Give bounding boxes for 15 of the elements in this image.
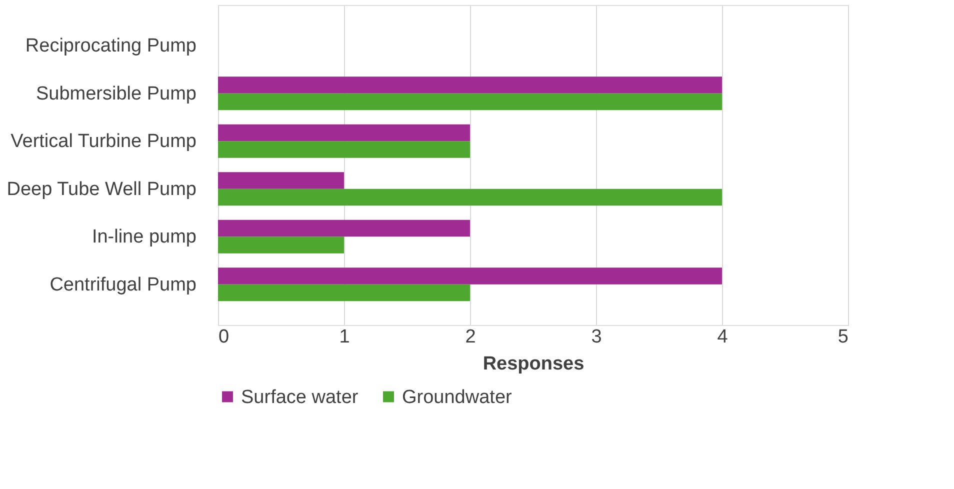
x-tick-label: 5 [838, 326, 848, 348]
legend-label: Groundwater [402, 386, 513, 408]
x-tick-label: 1 [339, 326, 350, 348]
y-tick-label: Centrifugal Pump [50, 274, 196, 296]
x-tick-label: 0 [218, 326, 230, 348]
legend-label: Surface water [241, 386, 359, 408]
y-tick-label: Submersible Pump [36, 83, 196, 104]
x-tick-label: 4 [717, 326, 728, 348]
y-tick-label: In-line pump [92, 226, 196, 248]
y-tick-label: Reciprocating Pump [25, 36, 196, 57]
x-tick-label: 3 [591, 326, 602, 348]
x-axis-title: Responses [482, 354, 584, 374]
y-tick-label: Deep Tube Well Pump [6, 178, 196, 200]
y-tick-label: Vertical Turbine Pump [10, 131, 196, 152]
x-tick-label: 2 [465, 326, 476, 348]
